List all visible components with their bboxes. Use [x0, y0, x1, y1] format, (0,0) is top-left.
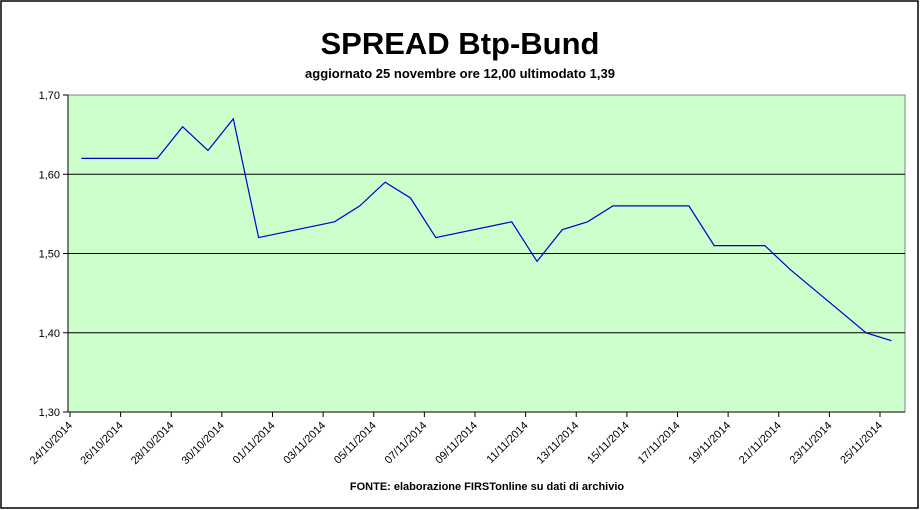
- y-tick-label: 1,30: [39, 407, 60, 419]
- chart-title: SPREAD Btp-Bund: [321, 26, 600, 61]
- chart-subtitle: aggiornato 25 novembre ore 12,00 ultimod…: [305, 66, 615, 81]
- y-tick-label: 1,60: [39, 169, 60, 181]
- data-line: [81, 117, 892, 342]
- y-tick-label: 1,70: [39, 90, 60, 102]
- y-tick-label: 1,50: [39, 249, 60, 261]
- footer: FONTE: elaborazione FIRSTonline su dati …: [350, 481, 624, 493]
- y-tick-label: 1,40: [39, 328, 60, 340]
